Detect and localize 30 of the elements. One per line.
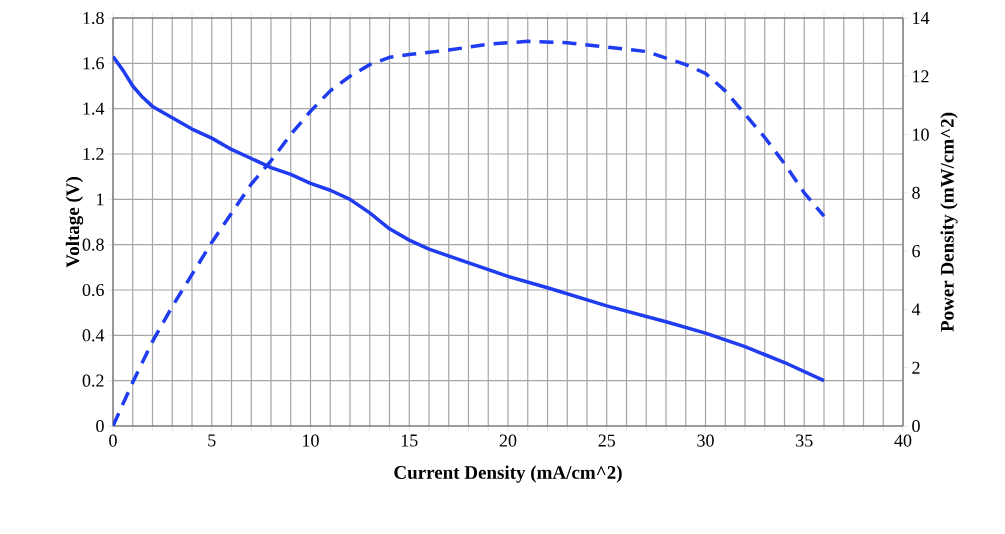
y2-tick-label: 4 — [911, 303, 921, 316]
y-tick-label: 1 — [97, 193, 104, 206]
y-tick-label: 1.6 — [83, 57, 104, 70]
x-tick-label: 10 — [303, 434, 319, 447]
x-tick-label: 20 — [499, 434, 517, 447]
y2-tick-label: 14 — [913, 12, 930, 24]
y2-tick-label: 0 — [912, 419, 920, 433]
y-tick-label: 0.6 — [82, 283, 104, 297]
y2-axis-title: Power Density (mW/cm^2) — [940, 112, 958, 332]
y-tick-label: 0 — [96, 419, 104, 433]
x-tick-label: 15 — [401, 434, 418, 447]
x-tick-label: 30 — [697, 434, 714, 447]
y2-tick-label: 12 — [913, 70, 929, 83]
y2-tick-label: 8 — [912, 186, 920, 199]
y-tick-label: 1.4 — [83, 102, 105, 115]
x-tick-label: 40 — [894, 434, 912, 447]
y2-tick-label: 6 — [912, 245, 920, 258]
y2-tick-label: 2 — [912, 361, 920, 374]
x-tick-label: 25 — [598, 434, 616, 447]
x-axis-title: Current Density (mA/cm^2) — [394, 465, 622, 483]
y-tick-label: 0.4 — [82, 329, 105, 342]
y-tick-label: 0.8 — [82, 238, 104, 251]
y-tick-label: 0.2 — [82, 374, 104, 387]
y-tick-label: 1.8 — [83, 11, 104, 25]
y2-tick-label: 10 — [913, 128, 929, 141]
x-tick-label: 35 — [796, 434, 813, 447]
y-tick-label: 1.2 — [83, 147, 104, 161]
y-axis-title: Voltage (V) — [65, 177, 84, 268]
x-tick-label: 5 — [208, 434, 216, 447]
x-tick-label: 0 — [109, 434, 117, 447]
